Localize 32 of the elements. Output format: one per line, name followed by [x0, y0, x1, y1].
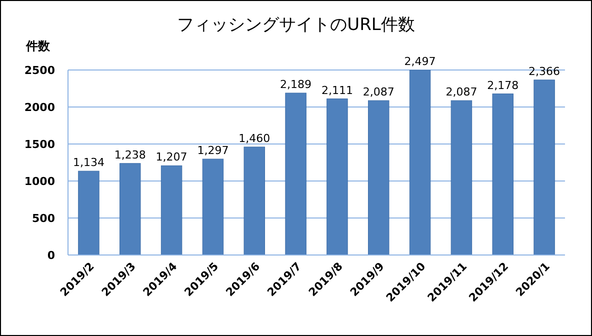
data-label: 1,460	[238, 132, 270, 145]
bar	[244, 146, 265, 256]
bar	[534, 80, 555, 256]
data-label: 1,238	[114, 148, 146, 162]
bar	[202, 158, 224, 256]
data-label: 2,087	[362, 86, 394, 99]
data-label: 2,087	[446, 86, 478, 99]
y-tick-label: 1000	[24, 175, 56, 188]
y-axis-title: 件数	[25, 39, 51, 53]
bar	[492, 94, 514, 256]
bar	[409, 70, 431, 256]
data-label: 2,189	[280, 78, 312, 92]
bar	[285, 92, 306, 256]
bar	[78, 170, 100, 256]
chart-title: フィッシングサイトのURL件数	[177, 15, 415, 35]
bar	[160, 165, 182, 256]
y-tick-label: 0	[47, 249, 56, 262]
data-label: 2,111	[321, 84, 353, 97]
bar	[120, 163, 141, 256]
data-label: 1,134	[72, 156, 104, 170]
y-tick-label: 1500	[24, 138, 56, 151]
data-label: 1,297	[197, 144, 229, 158]
bar	[450, 100, 472, 256]
data-label: 1,207	[156, 150, 188, 164]
y-tick-label: 2000	[24, 101, 56, 114]
data-label: 2,178	[487, 78, 519, 92]
data-label: 2,366	[528, 64, 560, 78]
bar	[368, 100, 390, 256]
bar	[326, 98, 348, 256]
y-tick-label: 500	[32, 212, 56, 225]
y-tick-label: 2500	[24, 64, 56, 77]
data-label: 2,497	[404, 55, 436, 68]
